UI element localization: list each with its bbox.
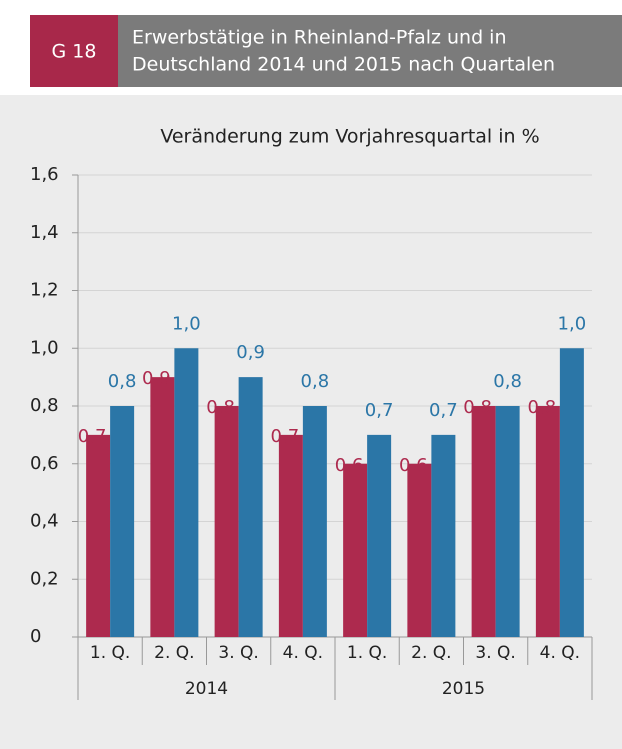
chart-title: Deutschland 2014 und 2015 nach Quartalen bbox=[132, 54, 555, 76]
data-label: 0,9 bbox=[236, 342, 265, 363]
title-box bbox=[118, 15, 622, 87]
y-tick-label: 1,2 bbox=[30, 280, 59, 301]
y-tick-label: 0,8 bbox=[30, 395, 59, 416]
data-label: 0,6 bbox=[335, 455, 364, 476]
y-tick-label: 0,6 bbox=[30, 453, 59, 474]
x-tick-label: 3. Q. bbox=[475, 643, 515, 663]
bar bbox=[302, 406, 327, 637]
x-tick-label: 1. Q. bbox=[90, 643, 130, 663]
data-label: 0,8 bbox=[463, 397, 492, 418]
badge-box bbox=[30, 15, 118, 87]
data-label: 0,7 bbox=[429, 400, 458, 421]
bar bbox=[110, 406, 135, 637]
data-label: 0,8 bbox=[206, 397, 235, 418]
bar bbox=[535, 406, 560, 637]
x-tick-label: 2. Q. bbox=[411, 643, 451, 663]
bar bbox=[278, 434, 303, 637]
subtitle: Veränderung zum Vorjahresquartal in % bbox=[160, 126, 539, 148]
x-group-label: 2015 bbox=[442, 679, 485, 699]
bar bbox=[343, 463, 368, 637]
bar bbox=[431, 434, 456, 637]
x-tick-label: 4. Q. bbox=[283, 643, 323, 663]
bar bbox=[174, 348, 199, 637]
data-label: 0,8 bbox=[301, 371, 330, 392]
data-label: 0,6 bbox=[399, 455, 428, 476]
y-tick-label: 1,6 bbox=[30, 164, 59, 185]
y-tick-label: 1,0 bbox=[30, 337, 59, 358]
bar bbox=[367, 434, 392, 637]
y-tick-label: 1,4 bbox=[30, 222, 59, 243]
bar bbox=[559, 348, 584, 637]
data-label: 0,9 bbox=[142, 368, 171, 389]
data-label: 0,7 bbox=[78, 426, 107, 447]
bar bbox=[150, 377, 175, 637]
bar bbox=[407, 463, 432, 637]
bar bbox=[86, 434, 111, 637]
data-label: 0,7 bbox=[365, 400, 394, 421]
bar bbox=[238, 377, 263, 637]
x-tick-label: 3. Q. bbox=[218, 643, 258, 663]
y-tick-label: 0,2 bbox=[30, 568, 59, 589]
y-tick-label: 0 bbox=[30, 626, 41, 647]
x-tick-label: 1. Q. bbox=[347, 643, 387, 663]
y-tick-label: 0,4 bbox=[30, 511, 59, 532]
badge: G 18 bbox=[52, 41, 97, 63]
x-tick-label: 2. Q. bbox=[154, 643, 194, 663]
data-label: 0,7 bbox=[271, 426, 300, 447]
x-tick-label: 4. Q. bbox=[540, 643, 580, 663]
data-label: 0,8 bbox=[108, 371, 137, 392]
data-label: 1,0 bbox=[558, 313, 587, 334]
data-label: 0,8 bbox=[493, 371, 522, 392]
x-group-label: 2014 bbox=[185, 679, 228, 699]
bar bbox=[471, 406, 496, 637]
data-label: 1,0 bbox=[172, 313, 201, 334]
data-label: 0,8 bbox=[528, 397, 557, 418]
bar bbox=[495, 406, 520, 637]
bar bbox=[214, 406, 239, 637]
chart-title: Erwerbstätige in Rheinland-Pfalz und in bbox=[132, 27, 507, 49]
